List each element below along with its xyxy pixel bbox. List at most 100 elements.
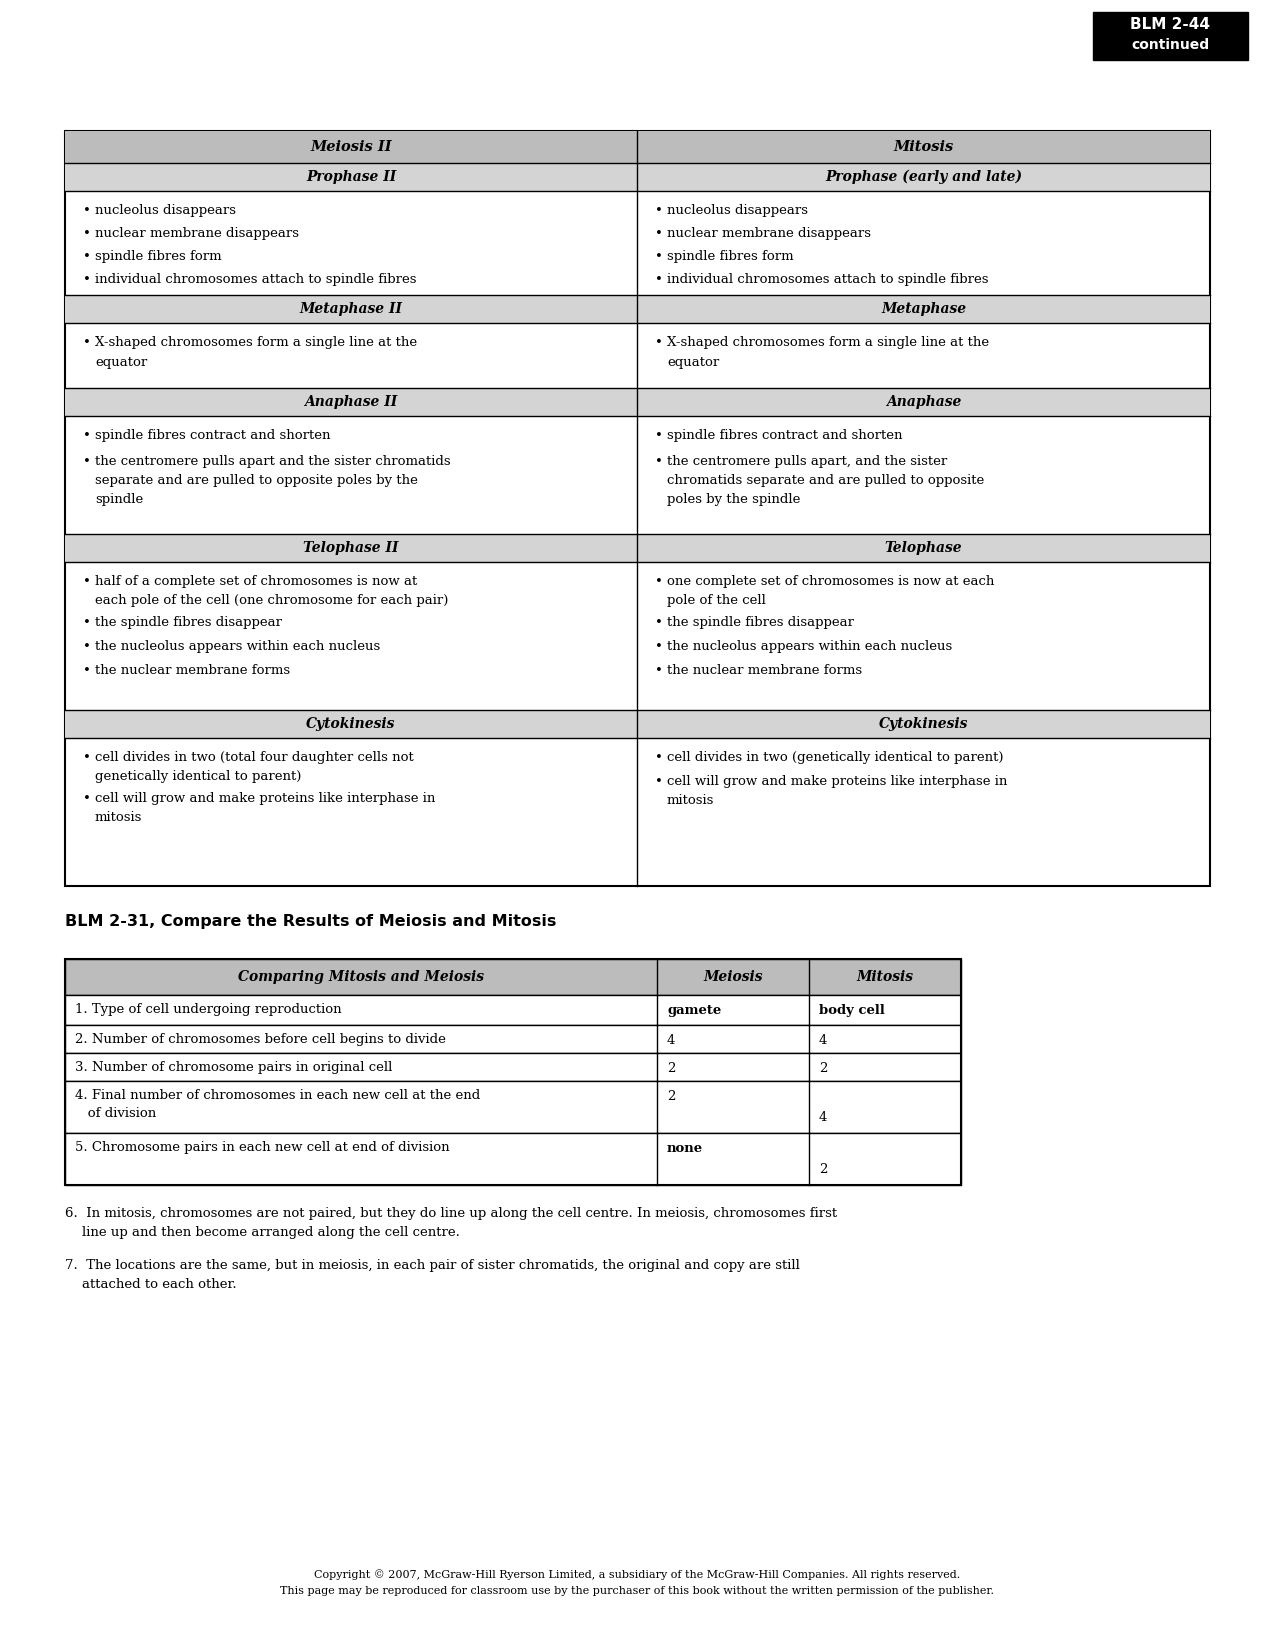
Text: •: •	[83, 751, 91, 764]
Bar	[65, 710, 1210, 738]
Text: Telophase II: Telophase II	[303, 542, 399, 555]
Text: •: •	[655, 429, 663, 442]
Text: the nuclear membrane forms: the nuclear membrane forms	[96, 664, 291, 677]
Bar	[65, 1053, 961, 1081]
Text: X-shaped chromosomes form a single line at the
equator: X-shaped chromosomes form a single line …	[96, 337, 417, 370]
Text: Meiosis: Meiosis	[704, 971, 762, 984]
Text: •: •	[655, 641, 663, 654]
Text: Copyright © 2007, McGraw-Hill Ryerson Limited, a subsidiary of the McGraw-Hill C: Copyright © 2007, McGraw-Hill Ryerson Li…	[315, 1570, 960, 1580]
Text: Metaphase: Metaphase	[881, 302, 966, 315]
Bar	[65, 163, 1210, 192]
Text: 2: 2	[667, 1062, 676, 1075]
Text: nucleolus disappears: nucleolus disappears	[96, 205, 236, 216]
Text: the centromere pulls apart and the sister chromatids
separate and are pulled to : the centromere pulls apart and the siste…	[96, 456, 450, 505]
Text: •: •	[655, 272, 663, 286]
Text: •: •	[655, 226, 663, 239]
Text: Anaphase II: Anaphase II	[305, 395, 398, 409]
Text: nuclear membrane disappears: nuclear membrane disappears	[667, 226, 871, 239]
Text: Metaphase II: Metaphase II	[300, 302, 403, 315]
Text: 2. Number of chromosomes before cell begins to divide: 2. Number of chromosomes before cell beg…	[75, 1034, 446, 1047]
Text: one complete set of chromosomes is now at each
pole of the cell: one complete set of chromosomes is now a…	[667, 575, 994, 608]
Text: 6.  In mitosis, chromosomes are not paired, but they do line up along the cell c: 6. In mitosis, chromosomes are not paire…	[65, 1207, 838, 1238]
Text: Comparing Mitosis and Meiosis: Comparing Mitosis and Meiosis	[238, 971, 484, 984]
Text: This page may be reproduced for classroom use by the purchaser of this book with: This page may be reproduced for classroo…	[280, 1587, 995, 1597]
Text: 4: 4	[819, 1111, 827, 1124]
Text: •: •	[655, 774, 663, 788]
Text: cell will grow and make proteins like interphase in
mitosis: cell will grow and make proteins like in…	[667, 774, 1007, 807]
Text: none: none	[667, 1142, 703, 1156]
Text: cell divides in two (total four daughter cells not
genetically identical to pare: cell divides in two (total four daughter…	[96, 751, 414, 783]
Bar	[65, 996, 961, 1025]
Text: •: •	[83, 456, 91, 467]
Text: spindle fibres form: spindle fibres form	[667, 249, 793, 263]
Text: •: •	[83, 249, 91, 263]
Text: X-shaped chromosomes form a single line at the
equator: X-shaped chromosomes form a single line …	[667, 337, 989, 370]
Text: Mitosis: Mitosis	[894, 140, 954, 154]
Text: •: •	[83, 616, 91, 629]
Bar	[1093, 12, 1248, 59]
Text: 4: 4	[667, 1034, 676, 1047]
Bar	[65, 388, 1210, 416]
Text: Anaphase: Anaphase	[886, 395, 961, 409]
Text: Cytokinesis: Cytokinesis	[878, 717, 968, 731]
Text: •: •	[83, 205, 91, 216]
Bar	[65, 1133, 961, 1185]
Text: 2: 2	[667, 1090, 676, 1103]
Text: 7.  The locations are the same, but in meiosis, in each pair of sister chromatid: 7. The locations are the same, but in me…	[65, 1260, 799, 1291]
Text: the nucleolus appears within each nucleus: the nucleolus appears within each nucleu…	[667, 641, 952, 654]
Text: 2: 2	[819, 1062, 827, 1075]
Text: •: •	[655, 205, 663, 216]
Text: Prophase II: Prophase II	[306, 170, 397, 183]
Text: BLM 2-31, Compare the Results of Meiosis and Mitosis: BLM 2-31, Compare the Results of Meiosis…	[65, 915, 556, 930]
Text: cell divides in two (genetically identical to parent): cell divides in two (genetically identic…	[667, 751, 1003, 764]
Text: continued: continued	[1131, 38, 1210, 51]
Text: Mitosis: Mitosis	[857, 971, 913, 984]
Bar	[65, 959, 961, 996]
Text: •: •	[83, 641, 91, 654]
Text: BLM 2-44: BLM 2-44	[1131, 17, 1210, 31]
Text: 3. Number of chromosome pairs in original cell: 3. Number of chromosome pairs in origina…	[75, 1062, 393, 1075]
Text: Telophase: Telophase	[885, 542, 963, 555]
Text: the nuclear membrane forms: the nuclear membrane forms	[667, 664, 862, 677]
Bar	[65, 296, 1210, 324]
Text: individual chromosomes attach to spindle fibres: individual chromosomes attach to spindle…	[667, 272, 988, 286]
Bar	[65, 130, 1210, 887]
Text: 2: 2	[819, 1162, 827, 1176]
Text: the spindle fibres disappear: the spindle fibres disappear	[96, 616, 282, 629]
Bar	[65, 130, 1210, 163]
Text: •: •	[83, 575, 91, 588]
Text: •: •	[83, 226, 91, 239]
Text: nucleolus disappears: nucleolus disappears	[667, 205, 808, 216]
Text: •: •	[655, 575, 663, 588]
Text: •: •	[655, 249, 663, 263]
Text: individual chromosomes attach to spindle fibres: individual chromosomes attach to spindle…	[96, 272, 417, 286]
Text: •: •	[655, 456, 663, 467]
Text: nuclear membrane disappears: nuclear membrane disappears	[96, 226, 300, 239]
Text: the centromere pulls apart, and the sister
chromatids separate and are pulled to: the centromere pulls apart, and the sist…	[667, 456, 984, 505]
Text: •: •	[655, 664, 663, 677]
Bar	[65, 1025, 961, 1053]
Text: 1. Type of cell undergoing reproduction: 1. Type of cell undergoing reproduction	[75, 1004, 342, 1015]
Text: •: •	[83, 429, 91, 442]
Text: •: •	[83, 337, 91, 348]
Text: 4. Final number of chromosomes in each new cell at the end
   of division: 4. Final number of chromosomes in each n…	[75, 1090, 481, 1119]
Text: Meiosis II: Meiosis II	[310, 140, 391, 154]
Bar	[65, 1081, 961, 1133]
Text: half of a complete set of chromosomes is now at
each pole of the cell (one chrom: half of a complete set of chromosomes is…	[96, 575, 449, 608]
Text: •: •	[83, 272, 91, 286]
Text: 5. Chromosome pairs in each new cell at end of division: 5. Chromosome pairs in each new cell at …	[75, 1141, 450, 1154]
Text: the spindle fibres disappear: the spindle fibres disappear	[667, 616, 854, 629]
Text: •: •	[655, 337, 663, 348]
Text: cell will grow and make proteins like interphase in
mitosis: cell will grow and make proteins like in…	[96, 792, 435, 824]
Text: the nucleolus appears within each nucleus: the nucleolus appears within each nucleu…	[96, 641, 380, 654]
Text: 4: 4	[819, 1034, 827, 1047]
Text: gamete: gamete	[667, 1004, 722, 1017]
Text: spindle fibres contract and shorten: spindle fibres contract and shorten	[96, 429, 330, 442]
Text: spindle fibres contract and shorten: spindle fibres contract and shorten	[667, 429, 903, 442]
Text: •: •	[655, 616, 663, 629]
Bar	[65, 959, 961, 1185]
Text: body cell: body cell	[819, 1004, 885, 1017]
Text: •: •	[655, 751, 663, 764]
Text: Cytokinesis: Cytokinesis	[306, 717, 395, 731]
Text: Prophase (early and late): Prophase (early and late)	[825, 170, 1023, 185]
